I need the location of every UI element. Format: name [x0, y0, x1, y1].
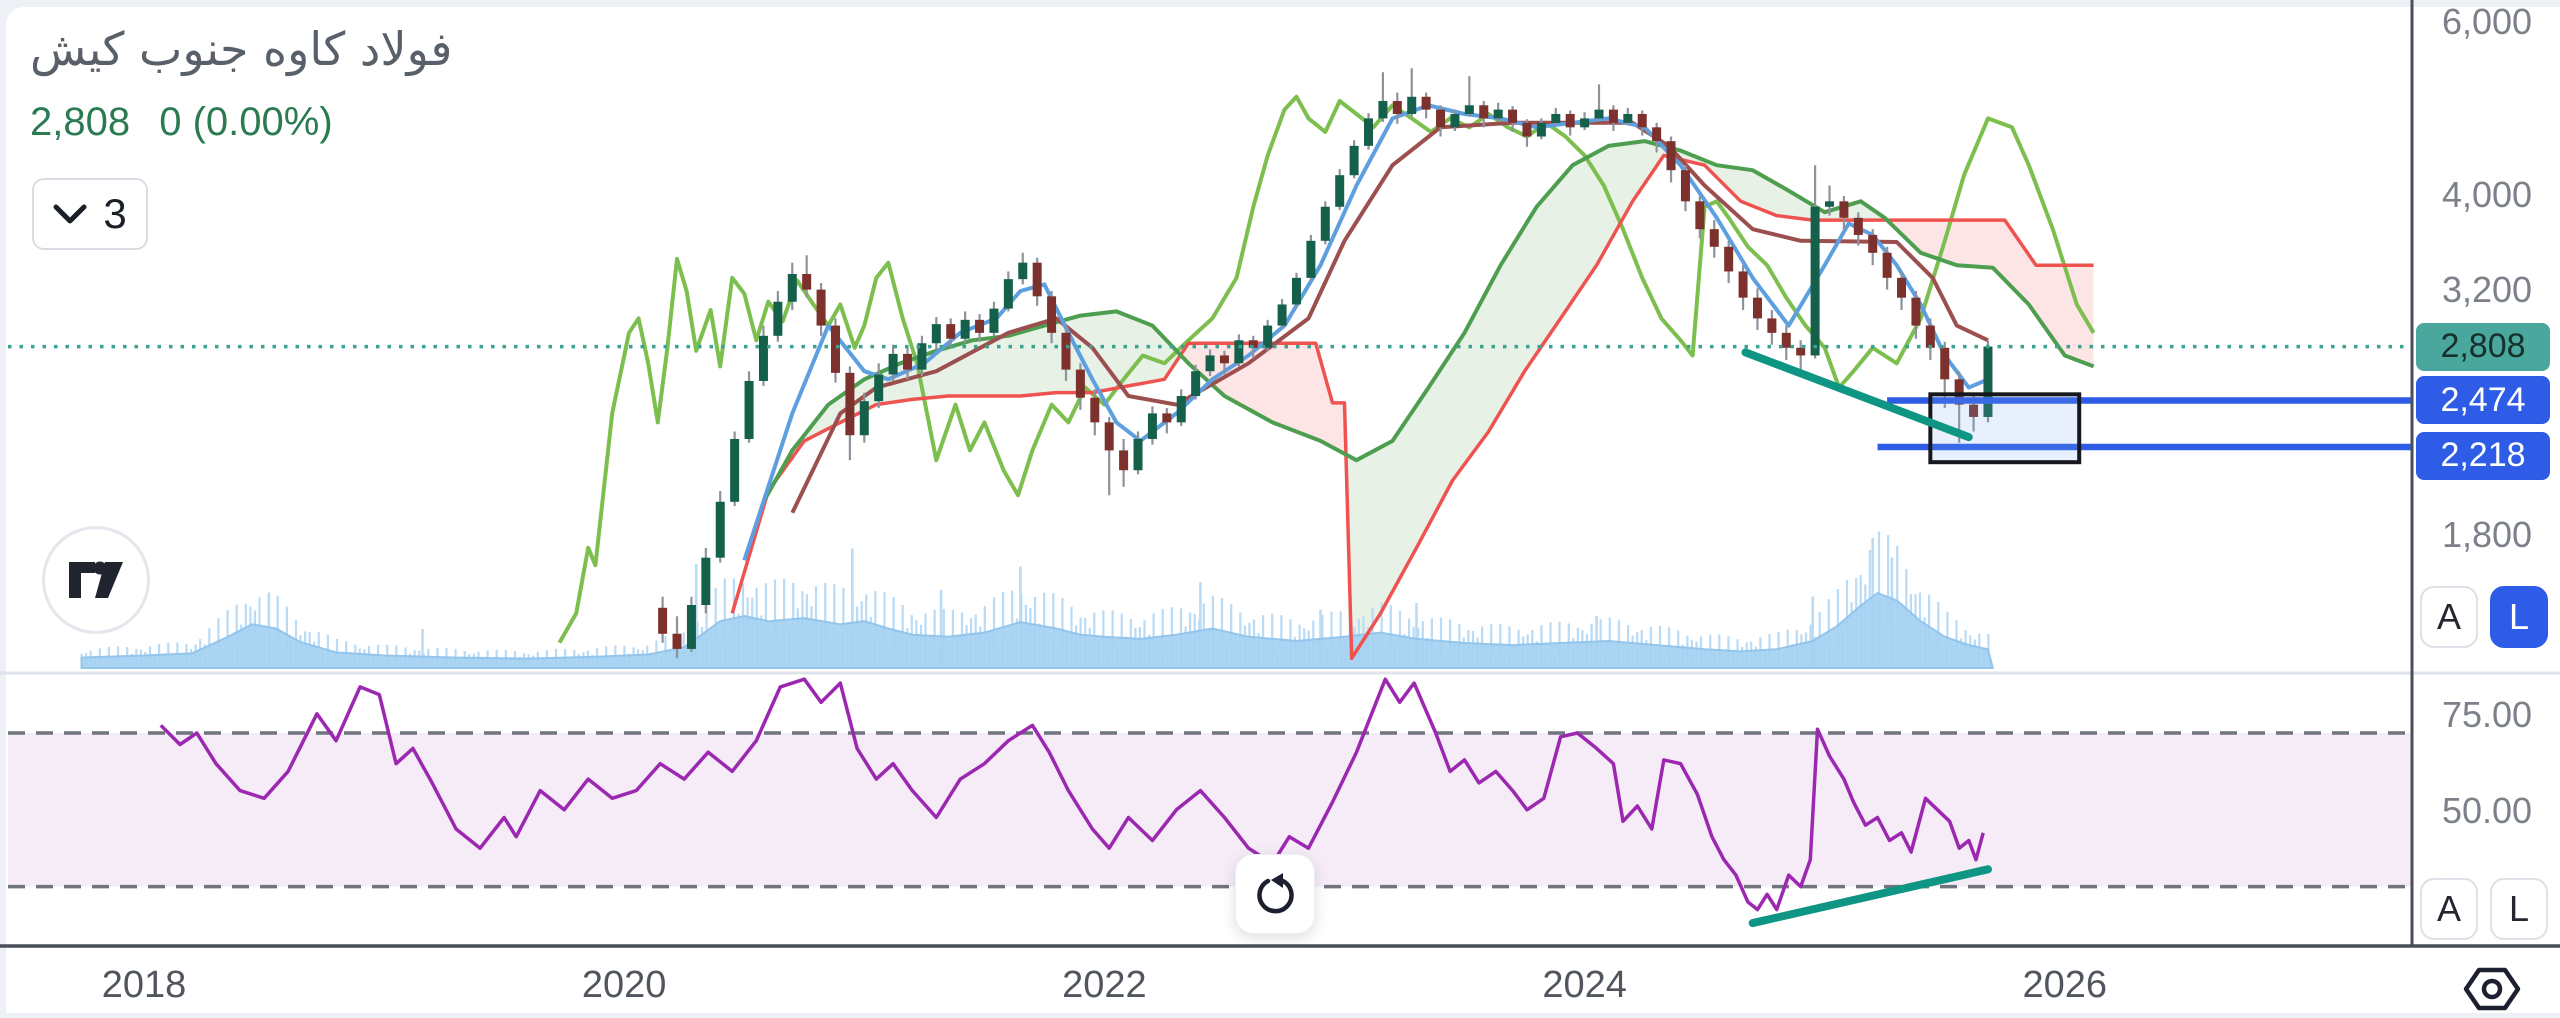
- tradingview-icon: [67, 560, 125, 600]
- auto-scale-button[interactable]: A: [2420, 586, 2478, 648]
- chikou-line: [557, 94, 2096, 644]
- rsi-axis-label: 75.00: [2441, 693, 2533, 735]
- time-axis-label[interactable]: 2022: [1062, 964, 1147, 1006]
- symbol-title: فولاد کاوه جنوب کیش: [30, 22, 453, 76]
- log-scale-button[interactable]: L: [2490, 586, 2548, 648]
- senkou-a-line: [761, 139, 2095, 503]
- time-axis-label[interactable]: 2018: [101, 964, 187, 1006]
- rsi-log-scale-label: L: [2508, 888, 2530, 929]
- rsi-log-scale-button[interactable]: L: [2490, 878, 2548, 940]
- price-badge-level-2: 2,218: [2416, 431, 2550, 480]
- rsi-band: [8, 733, 2412, 887]
- auto-scale-label: A: [2436, 596, 2461, 637]
- price-axis-label: 1,800: [2441, 513, 2533, 555]
- interval-dropdown[interactable]: 3: [32, 178, 148, 250]
- refresh-icon: [1253, 872, 1297, 916]
- eye-icon[interactable]: [2462, 966, 2522, 1018]
- time-axis-label[interactable]: 2024: [1542, 964, 1627, 1006]
- interval-value: 3: [103, 190, 127, 237]
- tradingview-logo: [42, 526, 150, 634]
- price-badge-last: 2,808: [2416, 322, 2550, 371]
- chevron-down-icon: [53, 203, 87, 225]
- last-price: 2,808: [30, 100, 131, 144]
- trendline-price: [1741, 348, 1973, 442]
- price-axis-label: 4,000: [2441, 173, 2533, 215]
- price-pane[interactable]: [8, 68, 2412, 669]
- time-axis-label[interactable]: 2020: [581, 964, 667, 1006]
- price-row: 2,808 0 (0.00%): [30, 100, 351, 145]
- price-axis-label: 6,000: [2441, 1, 2533, 43]
- senkou-b-line: [730, 153, 2094, 661]
- rsi-axis-label: 50.00: [2441, 789, 2533, 831]
- price-change: 0 (0.00%): [159, 100, 333, 144]
- rsi-auto-scale-label: A: [2436, 888, 2461, 929]
- rsi-auto-scale-button[interactable]: A: [2420, 878, 2478, 940]
- time-axis-label[interactable]: 2026: [2022, 964, 2108, 1006]
- price-badge-level-1: 2,474: [2416, 376, 2550, 425]
- refresh-button[interactable]: [1235, 854, 1315, 934]
- rsi-pane[interactable]: [8, 677, 2412, 928]
- trendline-rsi: [1748, 865, 1992, 928]
- price-axis-label: 3,200: [2441, 268, 2533, 310]
- kijun-line: [790, 120, 1989, 514]
- log-scale-label: L: [2508, 596, 2530, 637]
